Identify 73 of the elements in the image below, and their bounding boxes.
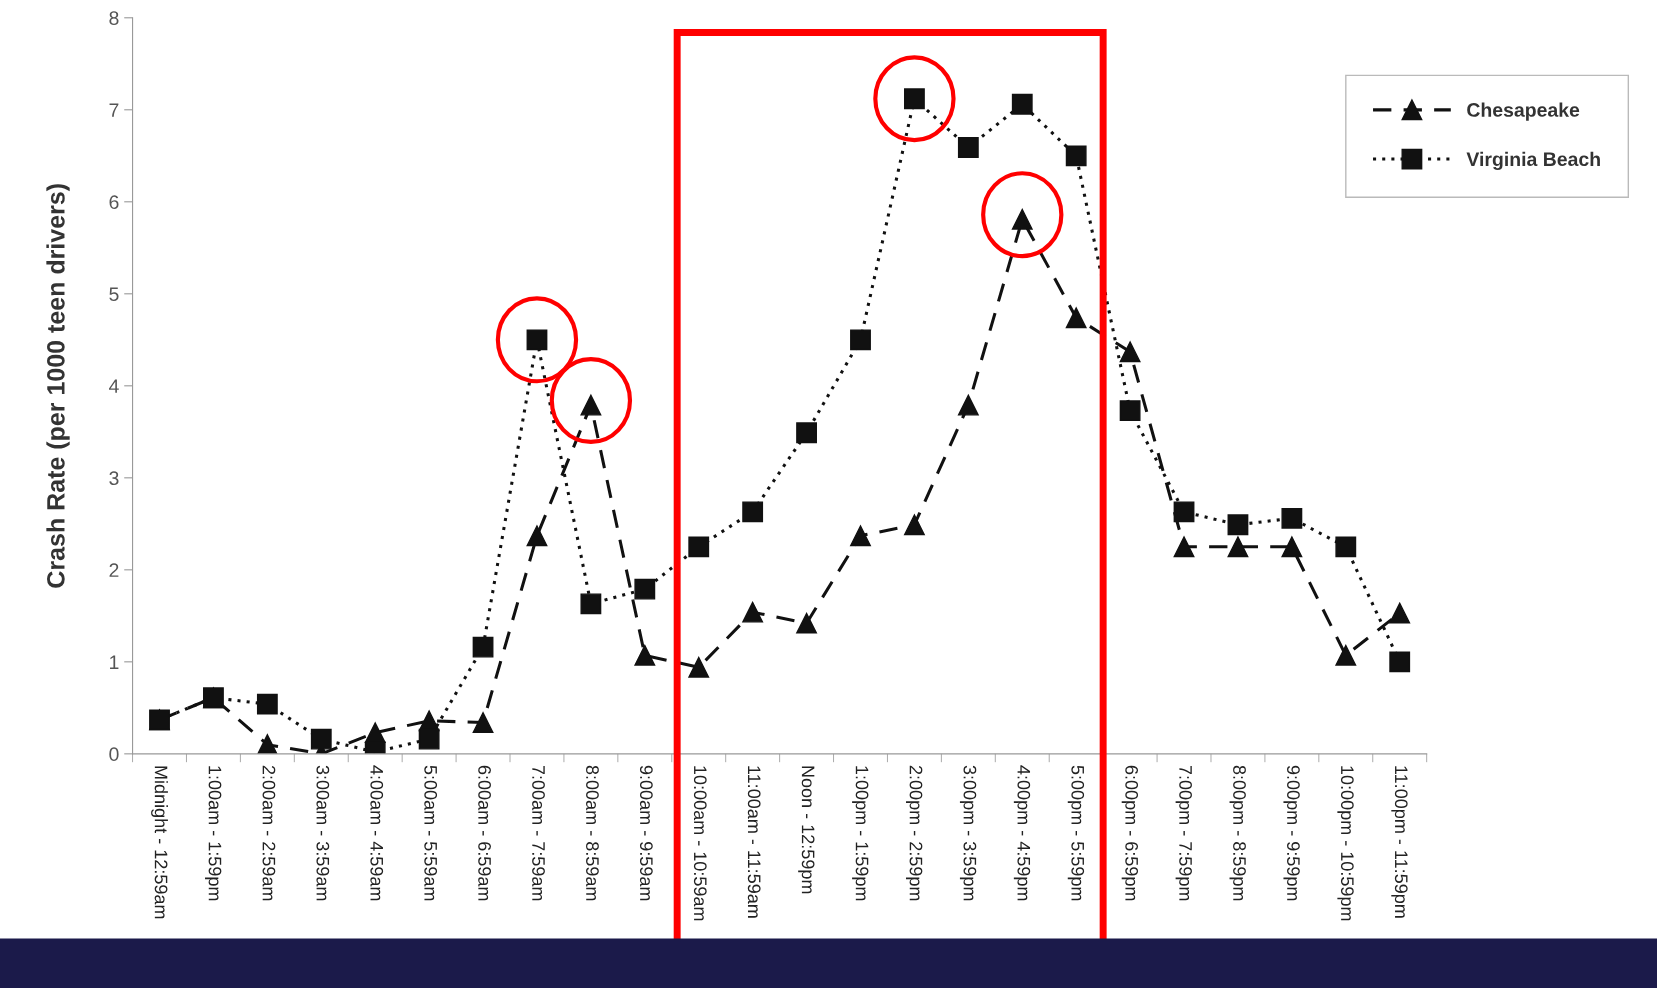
point [1281,536,1303,558]
point [850,525,871,547]
point [634,578,656,600]
x-tick-label: 3:00pm - 3:59pm [959,765,977,901]
y-tick-label: 5 [109,287,119,302]
x-tick-label: 9:00am - 9:59am [639,765,653,901]
point [1011,93,1033,115]
point [1335,536,1357,558]
x-tick-label: 5:00pm - 5:59pm [1067,765,1085,901]
y-tick-label: 4 [109,379,119,393]
point [796,612,817,634]
point [1119,400,1141,422]
y-tick-label: 0 [109,747,119,762]
x-tick-label: 6:00pm - 6:59pm [1121,765,1139,901]
x-tick-label: 11:00pm - 11:59pm [1391,766,1408,918]
x-tick-label: 11:00am - 11:59am [747,766,761,918]
x-tick-label: 9:00pm - 9:59pm [1283,765,1300,901]
x-tick-label: 10:00am - 10:59am [693,766,707,921]
point [1281,507,1303,529]
point [742,601,764,623]
y-tick-label: 3 [109,471,119,486]
legend-label: Chesapeake [1467,102,1580,121]
x-tick-label: Midnight - 12:59am [151,766,168,919]
point [957,137,979,158]
y-tick-label: 8 [109,11,119,26]
point [472,636,494,658]
x-tick-label: Noon - 12:59pm [798,766,815,894]
point [418,728,440,750]
point [850,329,871,351]
point [904,514,925,536]
point [256,693,278,715]
y-tick-label: 1 [110,655,119,669]
point [1173,536,1195,558]
x-tick-label: 7:00am - 7:59am [532,765,545,901]
x-tick-label: 8:00pm - 8:59pm [1229,765,1246,901]
point [580,593,602,615]
point [364,722,386,744]
point [1227,514,1249,536]
point [1173,501,1195,523]
x-tick-label: 7:00pm - 7:59pm [1175,765,1192,901]
x-tick-label: 1:00pm - 1:59pm [852,766,869,901]
x-tick-label: 2:00am - 2:59am [262,765,276,901]
point [1389,651,1411,673]
point [310,728,332,750]
point [957,394,979,416]
point [742,501,764,523]
x-tick-label: 6:00am - 6:59am [478,765,491,901]
point [526,525,548,547]
y-tick-label: 6 [109,195,119,210]
y-tick-label: 2 [109,563,119,577]
x-tick-label: 4:00am - 4:59am [370,765,384,901]
point [472,712,494,733]
point [1119,341,1141,363]
x-tick-label: 5:00am - 5:59am [424,765,438,901]
point [1065,307,1087,329]
point [1065,145,1087,167]
legend-label: Virginia Beach [1466,151,1600,171]
point [1227,536,1249,558]
y-axis-title: Crash Rate (per 1000 teen drivers) [46,184,70,588]
x-tick-label: 10:00pm - 10:59pm [1337,766,1354,921]
point [796,422,817,444]
point [688,536,710,558]
point [203,687,224,709]
x-tick-label: 2:00pm - 2:59pm [906,765,923,901]
x-tick-label: 3:00am - 3:59am [316,765,330,901]
x-tick-label: 8:00am - 8:59am [586,765,599,901]
y-tick-label: 7 [109,103,119,117]
point [688,656,710,678]
point [634,644,656,666]
point [1389,602,1411,624]
x-tick-label: 4:00pm - 4:59pm [1013,765,1031,901]
point [1335,644,1357,666]
x-tick-label: 1:00am - 1:59pm [205,766,222,901]
